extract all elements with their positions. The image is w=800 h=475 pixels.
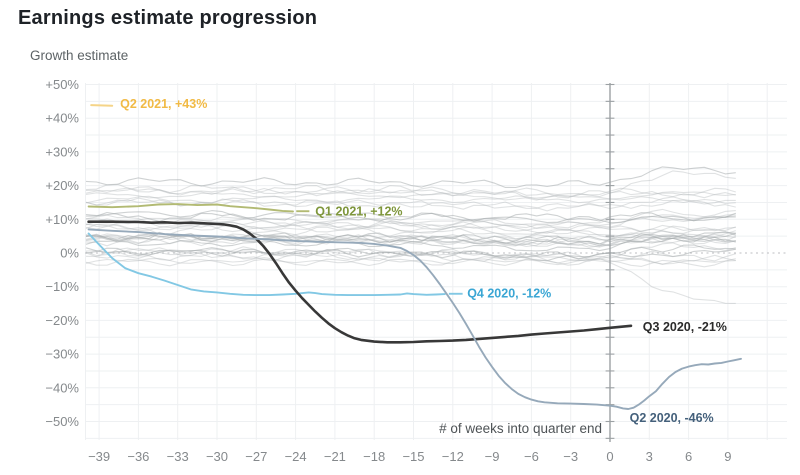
x-tick-label: −3	[563, 449, 578, 464]
background-line	[85, 197, 736, 212]
x-tick-label: −21	[324, 449, 346, 464]
series-label-q2-2020: Q2 2020, -46%	[630, 411, 714, 425]
series-label-q3-2020: Q3 2020, -21%	[643, 320, 727, 334]
x-axis-ticks: −39 −36 −33 −30 −27 −24 −21 −18 −15 −12 −9 −6 −3 0 3 6 9	[88, 449, 731, 464]
background-line	[85, 223, 736, 234]
background-line	[85, 187, 736, 199]
x-tick-label: −6	[524, 449, 539, 464]
x-tick-label: −30	[206, 449, 228, 464]
x-tick-label: −36	[127, 449, 149, 464]
quarter-end-axis	[605, 83, 615, 442]
background-line	[85, 257, 736, 266]
background-line	[85, 195, 736, 205]
y-tick-label: +50%	[45, 77, 79, 92]
series-q4-2020: Q4 2020, -12%	[87, 232, 551, 300]
y-tick-label: +10%	[45, 212, 79, 227]
x-tick-label: −18	[363, 449, 385, 464]
y-tick-label: +20%	[45, 178, 79, 193]
x-tick-label: −12	[442, 449, 464, 464]
background-line	[85, 237, 736, 247]
background-line	[85, 210, 736, 224]
y-tick-label: −30%	[45, 347, 79, 362]
y-tick-label: −40%	[45, 380, 79, 395]
background-line	[85, 186, 736, 196]
background-line	[85, 232, 736, 245]
x-axis-title: # of weeks into quarter end	[439, 421, 602, 436]
y-axis-title: Growth estimate	[30, 48, 129, 63]
y-tick-label: −10%	[45, 279, 79, 294]
x-tick-label: 3	[646, 449, 653, 464]
background-line	[85, 248, 736, 304]
y-tick-label: +40%	[45, 111, 79, 126]
series-q3-2020: Q3 2020, -21%	[87, 220, 727, 344]
background-line	[85, 247, 736, 262]
background-line	[85, 191, 736, 201]
background-line	[85, 213, 736, 229]
x-tick-label: −33	[167, 449, 189, 464]
series-label-q1-2021: Q1 2021, +12%	[315, 205, 402, 219]
series-q1-2021: Q1 2021, +12%	[87, 203, 403, 219]
series-line-q4-2020	[87, 232, 446, 297]
background-line	[85, 166, 736, 189]
series-line-q2-2020	[87, 228, 742, 410]
x-tick-label: −15	[402, 449, 424, 464]
x-tick-label: −9	[485, 449, 500, 464]
background-line	[85, 170, 736, 201]
page-title: Earnings estimate progression	[18, 7, 318, 29]
x-tick-label: −27	[245, 449, 267, 464]
y-axis-ticks: +50% +40% +30% +20% +10% 0% −10% −20% −30% −40% −5…	[45, 77, 79, 429]
series-line-q1-2021	[87, 203, 294, 213]
y-tick-label: +30%	[45, 144, 79, 159]
series-label-q4-2020: Q4 2020, -12%	[467, 286, 551, 300]
series-line-q3-2020	[87, 220, 633, 344]
x-tick-label: −24	[285, 449, 307, 464]
grid	[85, 83, 787, 440]
y-tick-label: −50%	[45, 414, 79, 429]
series-q2-2021: Q2 2021, +43%	[90, 97, 207, 111]
background-line	[85, 223, 736, 238]
x-tick-label: 6	[685, 449, 692, 464]
x-tick-label: 9	[724, 449, 731, 464]
x-tick-label: −39	[88, 449, 110, 464]
background-line	[85, 258, 736, 268]
y-tick-label: 0%	[60, 246, 79, 261]
background-lines	[85, 166, 737, 304]
background-line	[85, 251, 736, 265]
background-line	[85, 224, 736, 240]
background-line	[86, 211, 736, 222]
y-tick-label: −20%	[45, 313, 79, 328]
series-q2-2020: Q2 2020, -46%	[87, 228, 742, 425]
series-line-q2-2021	[90, 104, 114, 107]
x-tick-label: 0	[606, 449, 613, 464]
background-line	[85, 234, 737, 248]
series-label-q2-2021: Q2 2021, +43%	[120, 97, 207, 111]
